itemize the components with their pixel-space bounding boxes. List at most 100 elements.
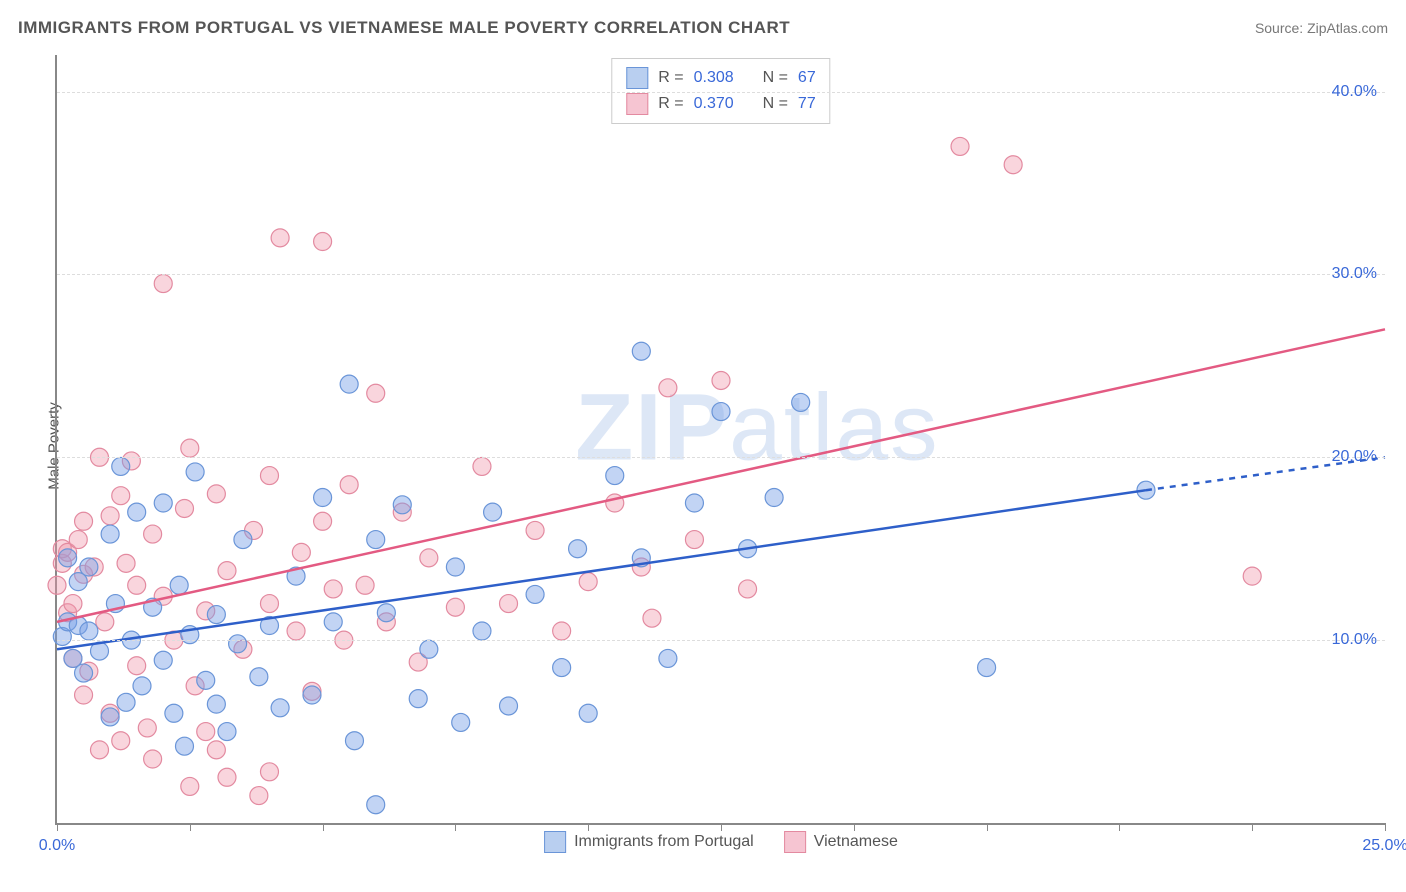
data-point — [712, 403, 730, 421]
data-point — [446, 558, 464, 576]
data-point — [48, 576, 66, 594]
data-point — [393, 496, 411, 514]
data-point — [765, 489, 783, 507]
series-name: Immigrants from Portugal — [574, 833, 754, 851]
data-point — [324, 580, 342, 598]
data-point — [792, 393, 810, 411]
data-point — [90, 741, 108, 759]
data-point — [112, 457, 130, 475]
data-point — [96, 613, 114, 631]
swatch-icon — [784, 831, 806, 853]
source-attribution: Source: ZipAtlas.com — [1255, 20, 1388, 36]
data-point — [80, 622, 98, 640]
data-point — [553, 659, 571, 677]
data-point — [117, 693, 135, 711]
data-point — [69, 531, 87, 549]
gridline — [57, 640, 1385, 641]
data-point — [1004, 156, 1022, 174]
data-point — [643, 609, 661, 627]
x-tick — [1252, 823, 1253, 831]
data-point — [978, 659, 996, 677]
data-point — [59, 549, 77, 567]
data-point — [579, 573, 597, 591]
data-point — [186, 463, 204, 481]
gridline — [57, 274, 1385, 275]
data-point — [553, 622, 571, 640]
data-point — [377, 604, 395, 622]
data-point — [207, 485, 225, 503]
x-tick — [1119, 823, 1120, 831]
data-point — [314, 512, 332, 530]
data-point — [144, 525, 162, 543]
data-point — [420, 549, 438, 567]
data-point — [207, 695, 225, 713]
source-link[interactable]: ZipAtlas.com — [1307, 20, 1388, 36]
data-point — [138, 719, 156, 737]
data-point — [287, 622, 305, 640]
data-point — [526, 521, 544, 539]
data-point — [250, 668, 268, 686]
data-point — [340, 375, 358, 393]
legend-item: Vietnamese — [784, 831, 898, 853]
data-point — [367, 531, 385, 549]
chart-title: IMMIGRANTS FROM PORTUGAL VS VIETNAMESE M… — [18, 18, 790, 38]
data-point — [64, 595, 82, 613]
data-point — [452, 713, 470, 731]
data-point — [165, 704, 183, 722]
data-point — [632, 342, 650, 360]
data-point — [234, 531, 252, 549]
data-point — [218, 768, 236, 786]
x-tick — [721, 823, 722, 831]
data-point — [112, 732, 130, 750]
data-point — [314, 233, 332, 251]
data-point — [101, 708, 119, 726]
data-point — [340, 476, 358, 494]
x-tick — [987, 823, 988, 831]
data-point — [367, 796, 385, 814]
data-point — [260, 467, 278, 485]
data-point — [260, 763, 278, 781]
data-point — [170, 576, 188, 594]
gridline — [57, 457, 1385, 458]
y-tick-label: 10.0% — [1332, 631, 1377, 649]
data-point — [250, 787, 268, 805]
data-point — [128, 503, 146, 521]
series-legend: Immigrants from Portugal Vietnamese — [544, 831, 898, 853]
data-point — [292, 543, 310, 561]
data-point — [271, 229, 289, 247]
data-point — [659, 649, 677, 667]
data-point — [207, 741, 225, 759]
data-point — [175, 499, 193, 517]
swatch-icon — [544, 831, 566, 853]
x-tick — [190, 823, 191, 831]
data-point — [75, 512, 93, 530]
data-point — [712, 371, 730, 389]
legend-item: Immigrants from Portugal — [544, 831, 754, 853]
data-point — [181, 439, 199, 457]
data-point — [218, 562, 236, 580]
series-name: Vietnamese — [814, 833, 898, 851]
x-tick — [1385, 823, 1386, 831]
data-point — [154, 651, 172, 669]
data-point — [303, 686, 321, 704]
data-point — [473, 457, 491, 475]
data-point — [367, 384, 385, 402]
data-point — [207, 606, 225, 624]
data-point — [473, 622, 491, 640]
data-point — [356, 576, 374, 594]
x-tick — [57, 823, 58, 831]
source-prefix: Source: — [1255, 20, 1307, 36]
data-point — [324, 613, 342, 631]
y-tick-label: 30.0% — [1332, 265, 1377, 283]
data-point — [260, 595, 278, 613]
data-point — [117, 554, 135, 572]
data-point — [685, 531, 703, 549]
plot-area: ZIPatlas R = 0.308 N = 67 R = 0.370 N = … — [55, 55, 1385, 825]
x-tick-label: 0.0% — [39, 837, 75, 855]
data-point — [101, 525, 119, 543]
data-point — [579, 704, 597, 722]
data-point — [409, 690, 427, 708]
data-point — [144, 750, 162, 768]
plot-svg — [57, 55, 1385, 823]
data-point — [75, 664, 93, 682]
